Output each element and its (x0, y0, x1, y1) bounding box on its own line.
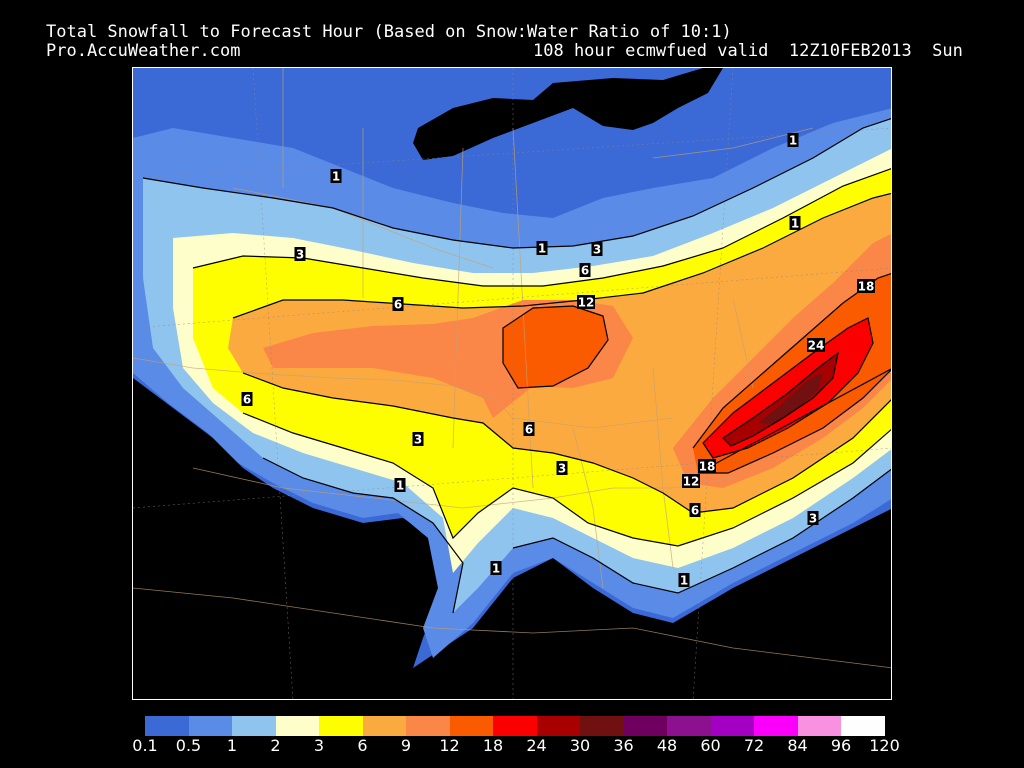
contour-12 (502, 305, 609, 389)
legend-swatch-2 (232, 716, 276, 736)
contour-label-text: 12 (578, 296, 595, 310)
contour-label-1-southeast: 1 (678, 573, 690, 588)
legend-swatch-1 (188, 716, 232, 736)
contour-6-south (242, 372, 891, 514)
legend-tick-label: 24 (526, 736, 547, 755)
contour-label-text: 3 (414, 433, 422, 447)
contour-label-6-southeast: 6 (689, 503, 701, 518)
contour-label-text: 6 (581, 264, 589, 278)
legend-swatch-8 (493, 716, 537, 736)
legend-tick-label: 9 (400, 736, 412, 755)
contour-label-6-north: 6 (579, 263, 591, 278)
contour-label-24: 24 (807, 338, 825, 353)
contour-label-6-west: 6 (392, 297, 404, 312)
contour-label-1-mid: 1 (536, 241, 548, 256)
contour-label-text: 6 (394, 298, 402, 312)
contour-label-1-ne: 1 (787, 133, 799, 148)
lat-lon-grid (133, 68, 891, 699)
contour-1-south (262, 457, 891, 614)
legend-swatch-13 (710, 716, 754, 736)
contour-label-text: 1 (332, 170, 340, 184)
legend-tick-label: 1 (226, 736, 238, 755)
contour-label-1-east: 1 (789, 216, 801, 231)
contour-label-text: 1 (680, 574, 688, 588)
legend-tick-labels: 0.1 0.5 1 2 3 6 9 12 18 24 30 36 48 60 72 84 96 120 (0, 736, 1024, 760)
legend-tick-label: 12 (439, 736, 460, 755)
legend-colorbar (145, 716, 885, 736)
contour-label-text: 6 (243, 393, 251, 407)
contour-label-1-north: 1 (330, 169, 342, 184)
model-run-info: 108 hour ecmwfued valid 12Z10FEB2013 Sun (533, 41, 963, 61)
contour-label-text: 6 (691, 504, 699, 518)
snowfall-map: 1 1 1 1 3 3 6 6 12 18 24 6 3 6 3 1 18 12 6 3 1 1 (132, 67, 892, 700)
contour-label-3-southeast: 3 (807, 511, 819, 526)
contour-label-3-southwest: 3 (412, 432, 424, 447)
legend-swatch-7 (449, 716, 493, 736)
legend-swatch-9 (536, 716, 580, 736)
legend-swatch-16 (841, 716, 885, 736)
contour-label-3-south: 3 (556, 461, 568, 476)
legend-tick-label: 72 (743, 736, 765, 755)
legend-tick-label: 0.5 (175, 736, 202, 755)
legend-swatch-4 (319, 716, 363, 736)
legend-swatch-15 (797, 716, 841, 736)
contour-label-12-center: 12 (577, 295, 595, 310)
contour-label-1-south: 1 (394, 478, 406, 493)
legend-swatch-12 (667, 716, 711, 736)
contour-label-text: 1 (789, 134, 797, 148)
legend-tick-label: 36 (613, 736, 634, 755)
legend-swatch-3 (275, 716, 319, 736)
legend-swatch-5 (362, 716, 406, 736)
contour-label-3-center: 3 (591, 242, 603, 257)
state-borders (133, 68, 891, 669)
legend-tick-label: 3 (313, 736, 325, 755)
contour-24 (722, 351, 839, 447)
contour-label-text: 1 (492, 562, 500, 576)
legend-swatch-10 (580, 716, 624, 736)
band-no-snow-south (133, 378, 891, 699)
contour-label-3-west: 3 (294, 247, 306, 262)
map-title: Total Snowfall to Forecast Hour (Based o… (46, 22, 732, 42)
contour-label-18-south: 18 (698, 459, 716, 474)
contour-label-text: 1 (791, 217, 799, 231)
contour-label-text: 6 (525, 423, 533, 437)
contour-3-south (242, 412, 891, 547)
legend-tick-label: 0.1 (132, 736, 158, 755)
legend-swatch-14 (754, 716, 798, 736)
contour-label-text: 18 (699, 460, 716, 474)
contour-label-text: 3 (809, 512, 817, 526)
contour-label-text: 18 (858, 280, 875, 294)
legend-tick-label: 48 (656, 736, 678, 755)
contour-label-1-gulf: 1 (490, 561, 502, 576)
legend-swatch-0 (145, 716, 189, 736)
contour-label-text: 24 (808, 339, 825, 353)
contour-18 (702, 317, 874, 459)
legend-tick-label: 30 (569, 736, 591, 755)
legend-swatch-11 (623, 716, 667, 736)
legend-tick-label: 120 (869, 736, 900, 755)
band-no-snow-north (413, 68, 723, 160)
legend-tick-label: 84 (787, 736, 808, 755)
legend-tick-label: 60 (700, 736, 721, 755)
map-source: Pro.AccuWeather.com (46, 41, 241, 61)
legend-swatch-6 (406, 716, 450, 736)
legend-tick-label: 2 (270, 736, 281, 755)
contour-label-text: 3 (593, 243, 601, 257)
contour-label-text: 3 (296, 248, 304, 262)
contour-label-text: 3 (558, 462, 566, 476)
contour-label-6-south: 6 (523, 422, 535, 437)
contour-label-text: 1 (396, 479, 404, 493)
contour-label-text: 1 (538, 242, 546, 256)
contour-label-12-south: 12 (682, 474, 700, 489)
contour-label-text: 12 (683, 475, 700, 489)
band-24-30 (723, 353, 838, 446)
band-30-36 (758, 373, 823, 424)
legend-tick-label: 6 (357, 736, 368, 755)
contour-label-18-ne: 18 (857, 279, 875, 294)
contour-label-6-southwest: 6 (241, 392, 253, 407)
legend-tick-label: 96 (830, 736, 852, 755)
legend-tick-label: 18 (482, 736, 504, 755)
